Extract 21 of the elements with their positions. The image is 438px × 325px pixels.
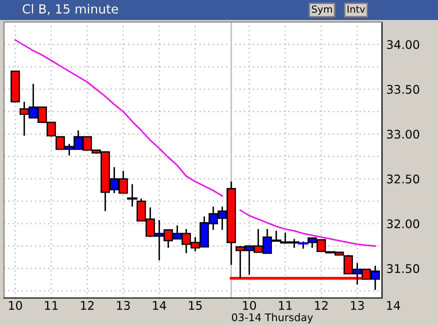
x-tick-label: 12	[315, 300, 328, 310]
x-tick-label: 11	[45, 301, 58, 310]
y-tick-label: 32.00	[387, 219, 420, 228]
y-tick-label: 34.00	[387, 40, 420, 50]
x-tick-label: 10	[9, 300, 22, 310]
x-tick-label: 11	[279, 301, 292, 310]
x-tick-label: 15	[189, 301, 202, 310]
x-tick-label: 12	[81, 300, 94, 310]
x-tick-label: 14	[153, 301, 166, 310]
text: Sym	[312, 5, 332, 15]
text: 03-14 Thursday	[232, 313, 313, 324]
x-tick-label: 13	[117, 300, 130, 310]
x-tick-label: 10	[243, 300, 256, 310]
chart-title: Cl B, 15 minute	[22, 4, 118, 15]
x-tick-label: 14	[387, 301, 400, 310]
text: Intv	[348, 6, 366, 13]
x-tick-label: 13	[351, 300, 364, 310]
y-tick-label: 33.50	[387, 84, 420, 94]
y-tick-label: 33.00	[387, 130, 420, 139]
y-tick-label: 32.50	[387, 174, 420, 184]
y-tick-label: 31.50	[387, 264, 420, 274]
